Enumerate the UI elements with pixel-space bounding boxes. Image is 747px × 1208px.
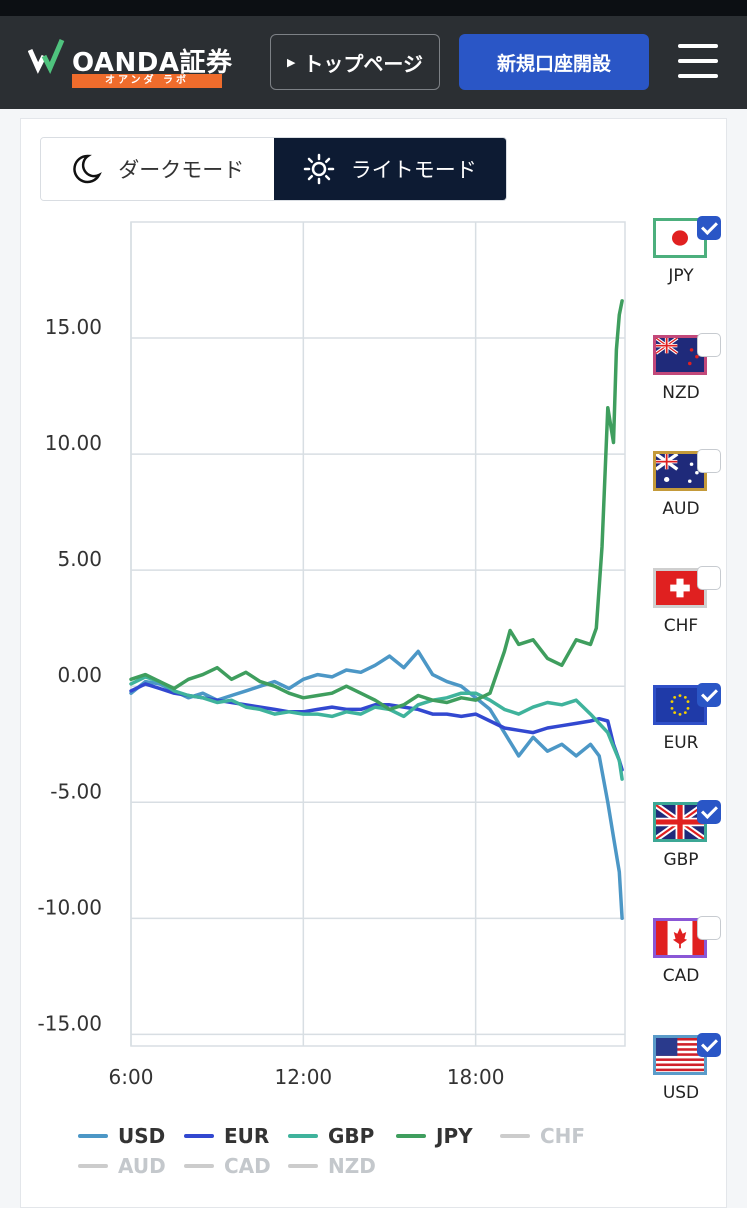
currency-label: AUD bbox=[662, 499, 700, 520]
light-mode-label: ライトモード bbox=[350, 158, 477, 182]
top-page-button-label: トップページ bbox=[303, 51, 424, 76]
legend-label: CAD bbox=[224, 1154, 271, 1178]
play-triangle-icon: ▶ bbox=[286, 55, 296, 69]
currency-label: EUR bbox=[663, 732, 699, 753]
new-account-button[interactable]: 新規口座開設 bbox=[459, 34, 649, 90]
light-mode-button[interactable]: ライトモード bbox=[273, 138, 506, 200]
sun-icon bbox=[303, 153, 334, 185]
currency-label: NZD bbox=[662, 382, 700, 403]
currency-checkbox-jpy[interactable] bbox=[697, 216, 721, 240]
dark-mode-button[interactable]: ダークモード bbox=[41, 138, 274, 200]
currency-toggle-aud[interactable]: AUD bbox=[651, 449, 727, 551]
oanda-logo[interactable]: OANDA証券 オアンダ ラボ bbox=[28, 38, 232, 88]
legend-label: CHF bbox=[540, 1124, 586, 1148]
legend-swatch bbox=[78, 1164, 108, 1168]
legend-swatch bbox=[396, 1134, 426, 1138]
currency-toggle-chf[interactable]: CHF bbox=[651, 566, 727, 668]
legend-label: AUD bbox=[118, 1154, 166, 1178]
legend-label: NZD bbox=[328, 1154, 376, 1178]
legend-swatch bbox=[288, 1134, 318, 1138]
logo-subtitle: オアンダ ラボ bbox=[72, 74, 222, 88]
currency-checkbox-cad[interactable] bbox=[697, 916, 721, 941]
logo-text: OANDA証券 bbox=[72, 48, 233, 78]
currency-checkbox-gbp[interactable] bbox=[697, 799, 721, 824]
legend-swatch bbox=[78, 1134, 108, 1138]
jpy-flag-icon bbox=[653, 218, 707, 258]
legend-item-usd[interactable]: USD bbox=[78, 1124, 165, 1148]
currency-label: CHF bbox=[663, 616, 699, 637]
currency-toggle-gbp[interactable]: GBP bbox=[651, 799, 727, 902]
legend-label: USD bbox=[118, 1124, 166, 1148]
dark-mode-label: ダークモード bbox=[118, 158, 245, 182]
chf-flag-icon bbox=[653, 568, 707, 609]
currency-checkbox-aud[interactable] bbox=[697, 449, 721, 474]
legend-swatch bbox=[184, 1134, 214, 1138]
currency-checkbox-nzd[interactable] bbox=[697, 332, 721, 357]
usd-flag-icon bbox=[653, 1034, 707, 1075]
hamburger-menu-icon[interactable] bbox=[678, 44, 718, 80]
cad-flag-icon bbox=[653, 918, 707, 959]
currency-toggle-jpy[interactable]: JPY bbox=[651, 216, 727, 318]
legend-label: JPY bbox=[436, 1124, 473, 1148]
legend-swatch bbox=[288, 1164, 318, 1168]
currency-label: JPY bbox=[668, 266, 694, 286]
currency-label: USD bbox=[662, 1082, 700, 1103]
legend-item-cad[interactable]: CAD bbox=[184, 1154, 271, 1178]
top-page-button[interactable]: ▶ トップページ bbox=[270, 34, 440, 90]
moon-icon bbox=[73, 154, 103, 184]
site-header: OANDA証券 オアンダ ラボ ▶ トップページ 新規口座開設 bbox=[0, 16, 747, 109]
legend-swatch bbox=[500, 1134, 530, 1138]
currency-toggle-nzd[interactable]: NZD bbox=[651, 332, 727, 435]
currency-checkbox-eur[interactable] bbox=[697, 682, 721, 707]
legend-item-chf[interactable]: CHF bbox=[500, 1124, 585, 1148]
legend-swatch bbox=[184, 1164, 214, 1168]
legend-item-gbp[interactable]: GBP bbox=[288, 1124, 374, 1148]
currency-checkbox-chf[interactable] bbox=[697, 566, 721, 591]
legend-item-nzd[interactable]: NZD bbox=[288, 1154, 376, 1178]
oanda-logo-mark-icon bbox=[28, 39, 65, 74]
legend-item-jpy[interactable]: JPY bbox=[396, 1124, 473, 1148]
currency-toggle-eur[interactable]: EUR bbox=[651, 682, 727, 785]
eur-flag-icon bbox=[653, 684, 707, 725]
currency-label: CAD bbox=[662, 966, 700, 987]
legend-item-aud[interactable]: AUD bbox=[78, 1154, 166, 1178]
mode-toggle: ダークモード ライトモード bbox=[40, 137, 507, 201]
legend-label: EUR bbox=[224, 1124, 270, 1148]
legend-label: GBP bbox=[328, 1124, 375, 1148]
nzd-flag-icon bbox=[653, 334, 707, 375]
chart-card bbox=[20, 118, 727, 1208]
currency-toggle-cad[interactable]: CAD bbox=[651, 916, 727, 1018]
currency-checkbox-usd[interactable] bbox=[697, 1032, 721, 1057]
currency-label: GBP bbox=[663, 849, 699, 870]
status-bar bbox=[0, 0, 747, 16]
currency-toggle-usd[interactable]: USD bbox=[651, 1032, 727, 1135]
legend-item-eur[interactable]: EUR bbox=[184, 1124, 269, 1148]
